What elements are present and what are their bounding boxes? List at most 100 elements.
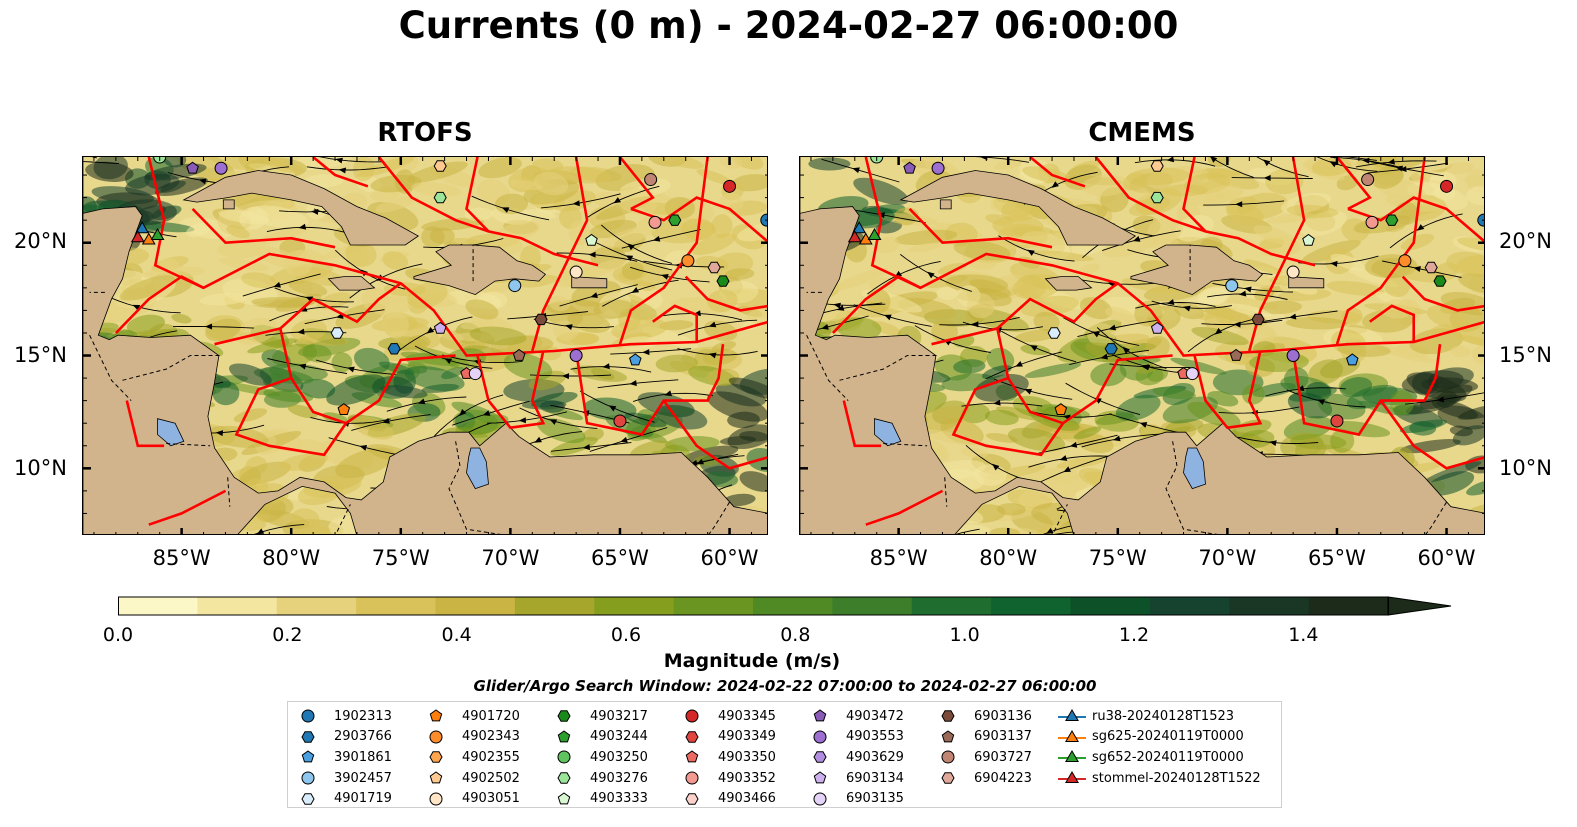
- eez-boundary-line: [377, 157, 489, 233]
- streamline-arrow: [613, 197, 622, 204]
- cmems-svg: [800, 157, 1484, 534]
- legend-label: 4903051: [462, 791, 520, 807]
- streamline-arrow: [1235, 201, 1243, 208]
- streamline: [1231, 177, 1313, 179]
- colorbar-segment: [514, 597, 595, 615]
- legend-item: 4902502: [428, 768, 520, 789]
- legend-item: sg625-20240119T0000: [1058, 727, 1261, 748]
- streamline: [677, 348, 758, 356]
- streamline-arrow: [1142, 364, 1151, 371]
- legend-marker-icon: [941, 730, 955, 743]
- float-marker: [1047, 327, 1061, 339]
- legend-item: 4903244: [556, 727, 648, 748]
- panel-title-rtofs: RTOFS: [377, 118, 473, 148]
- legend-item: 4903349: [684, 727, 776, 748]
- streamline: [306, 166, 388, 171]
- streamline: [1343, 157, 1377, 161]
- lake: [466, 447, 489, 490]
- legend-item: 2903766: [300, 727, 392, 748]
- legend-marker-icon: [557, 792, 571, 805]
- streamline: [867, 260, 941, 295]
- streamline: [1201, 319, 1283, 325]
- streamline-arrow: [608, 405, 617, 412]
- colorbar-tick-label: 1.2: [1118, 624, 1150, 646]
- legend-marker-icon: [1058, 729, 1086, 742]
- frame-ticks: [83, 157, 767, 534]
- eez-boundary-line: [652, 304, 699, 342]
- land-polygon: [83, 157, 767, 534]
- streamline: [630, 266, 710, 283]
- streamline-arrow: [625, 255, 634, 262]
- streamline: [540, 193, 621, 209]
- streamline: [1033, 455, 1110, 486]
- streamline-arrow: [1214, 327, 1223, 335]
- colorbar-segment: [594, 597, 675, 615]
- lon-tick-label: 80°W: [979, 546, 1038, 570]
- colorbar-segment: [753, 597, 833, 615]
- colorbar-segment: [276, 597, 357, 615]
- streamline-arrow: [1059, 455, 1068, 461]
- streamline-arrow: [1166, 299, 1175, 305]
- streamline-arrow: [833, 302, 841, 309]
- legend-shape: [301, 709, 315, 723]
- streamline: [602, 279, 679, 307]
- streamline-arrow: [359, 445, 368, 451]
- float-marker: [1286, 265, 1300, 279]
- legend-label: 4903333: [590, 791, 648, 807]
- streamline: [533, 318, 614, 329]
- legend-label: 6903134: [846, 770, 904, 786]
- legend-label: 4903217: [590, 708, 648, 724]
- streamline-arrow: [417, 398, 426, 405]
- land-polygon: [222, 199, 235, 210]
- legend-marker-icon: [685, 792, 699, 805]
- map-panel-cmems[interactable]: [799, 156, 1485, 535]
- legend-marker-icon: [1058, 709, 1086, 722]
- float-marker: [512, 348, 526, 361]
- float-marker: [716, 275, 730, 287]
- streamline-arrow: [561, 373, 570, 380]
- float-marker: [337, 403, 351, 415]
- legend-item: 4901720: [428, 706, 520, 727]
- streamline: [955, 528, 980, 534]
- land-polygon: [1130, 244, 1264, 296]
- legend-marker-icon: [301, 771, 315, 785]
- streamline: [269, 306, 349, 322]
- legend-triangle: [1065, 709, 1079, 722]
- streamline-arrow: [215, 430, 224, 437]
- streamline: [998, 235, 1075, 262]
- streamline-arrow: [661, 274, 669, 280]
- legend-label: 2903766: [334, 729, 392, 745]
- search-window-text: Glider/Argo Search Window: 2024-02-22 07…: [473, 677, 1097, 695]
- streamline: [414, 345, 493, 369]
- lat-tick-label-left: 10°N: [14, 456, 67, 480]
- eez-boundary-line: [1029, 157, 1086, 188]
- legend-label: 4903244: [590, 729, 648, 745]
- streamline-arrow: [338, 167, 347, 174]
- float-marker: [903, 161, 916, 174]
- country-border: [89, 334, 132, 401]
- legend-shape: [685, 731, 699, 743]
- legend-marker-icon: [301, 792, 315, 805]
- streamline: [254, 524, 305, 534]
- streamline: [519, 407, 598, 429]
- legend-marker-icon: [557, 730, 571, 743]
- streamline-arrow: [1015, 361, 1023, 367]
- map-panel-rtofs[interactable]: [82, 156, 768, 535]
- legend-column: ru38-20240128T1523 sg625-20240119T0000 sg6…: [1058, 706, 1261, 788]
- legend-item: 4903553: [812, 727, 904, 748]
- colorbar-segment: [197, 597, 278, 615]
- streamline-arrow: [205, 323, 213, 330]
- streamline: [266, 226, 348, 234]
- lon-tick-label: 70°W: [481, 546, 540, 570]
- legend-shape: [685, 750, 699, 763]
- land-polygon: [571, 276, 608, 289]
- streamline-arrow: [335, 157, 343, 164]
- legend-shape: [685, 771, 699, 785]
- colorbar-segment: [1308, 597, 1389, 615]
- float-marker: [1185, 367, 1199, 381]
- float-marker: [1365, 215, 1379, 229]
- float-marker: [1385, 214, 1399, 226]
- lon-tick-label: 85°W: [152, 546, 211, 570]
- streamline: [853, 304, 932, 327]
- legend-shape: [813, 792, 827, 806]
